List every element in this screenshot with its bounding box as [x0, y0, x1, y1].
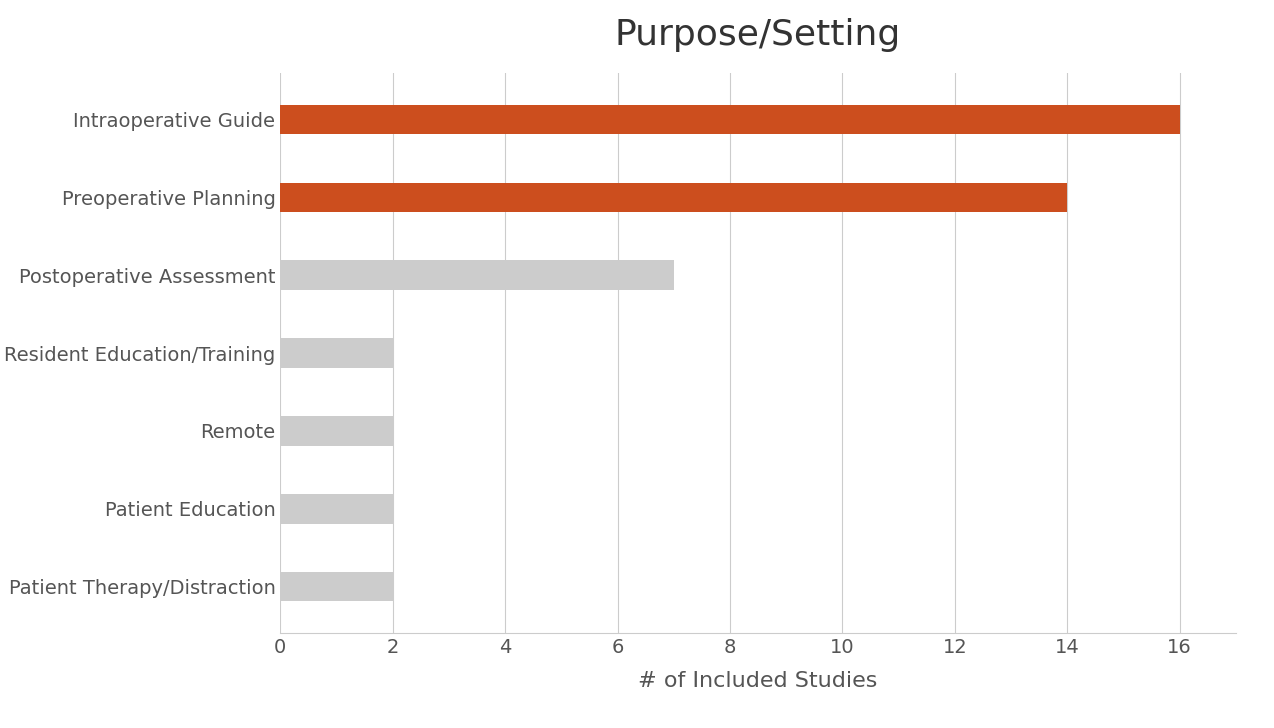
X-axis label: # of Included Studies: # of Included Studies [638, 671, 878, 691]
Bar [280, 339, 392, 368]
Bar [280, 183, 1068, 212]
Bar [280, 105, 1180, 134]
Bar [280, 494, 392, 523]
Bar [280, 261, 674, 290]
Bar [280, 572, 392, 601]
Bar [280, 416, 392, 446]
Title: Purpose/Setting: Purpose/Setting [615, 18, 901, 52]
